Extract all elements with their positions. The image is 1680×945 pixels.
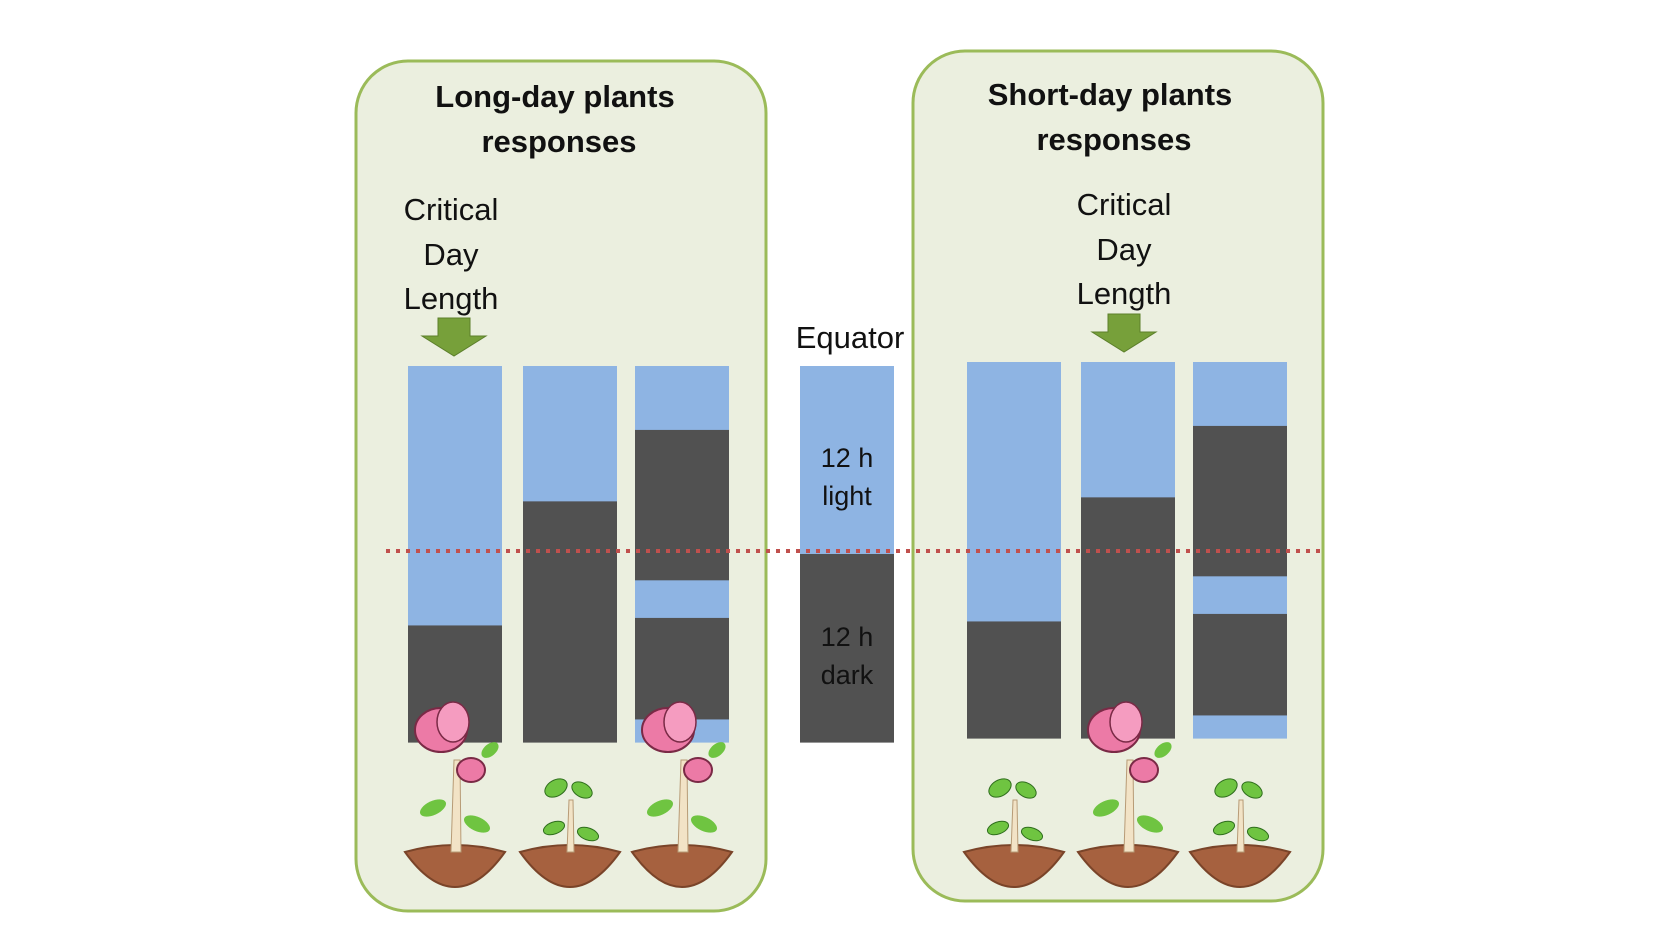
short-day-critical-line1: Critical [1077, 187, 1172, 222]
long-day-bar-3-segment-dark [635, 429, 729, 581]
short-day-bar-1-segment-dark [967, 621, 1061, 739]
stem [677, 759, 689, 853]
soil-mound [518, 844, 622, 888]
short-day-plants [962, 701, 1292, 888]
leaf-icon [419, 799, 447, 817]
flower-icon [456, 757, 486, 783]
short-day-critical-arrow [1090, 313, 1158, 353]
stem [1123, 759, 1135, 853]
short-day-plant-3-vegetative [1188, 778, 1292, 888]
long-day-bar-2-segment-light [523, 366, 617, 502]
leaf-icon [988, 778, 1012, 798]
long-day-critical-line3: Length [404, 281, 499, 316]
short-day-bar-3-segment-dark [1193, 613, 1287, 717]
long-day-bar-1-segment-light [408, 366, 502, 627]
long-day-plant-2-vegetative [518, 778, 622, 888]
soil-mound [630, 844, 734, 888]
short-day-plant-1-vegetative [962, 778, 1066, 888]
leaf-icon [463, 815, 491, 833]
short-day-title-line2: responses [1036, 122, 1191, 157]
leaf-icon [646, 799, 674, 817]
leaf-icon [1241, 781, 1263, 799]
short-day-plant-2-flowering [1076, 701, 1180, 888]
equator-light-line2: light [822, 481, 872, 511]
leaf-icon [544, 778, 568, 798]
leaf-icon [571, 781, 593, 799]
leaf-icon [1246, 826, 1270, 842]
equator-bar-segment-dark [800, 554, 894, 743]
equator-bar-segment-light [800, 366, 894, 555]
long-day-panel: Long-day plants responses Critical Day L… [354, 59, 768, 913]
long-day-plants [403, 701, 734, 888]
short-day-bar-2-segment-light [1081, 362, 1175, 498]
leaf-icon [481, 742, 499, 758]
short-day-critical-line3: Length [1077, 276, 1172, 311]
long-day-bar-2-segment-dark [523, 501, 617, 743]
petal [436, 701, 470, 743]
petal [663, 701, 697, 743]
short-day-bar-3-segment-light [1193, 362, 1287, 427]
long-day-critical-line2: Day [423, 237, 479, 272]
equator-bar [800, 366, 894, 743]
petal [1109, 701, 1143, 743]
equator-label: Equator [796, 320, 905, 355]
leaf-icon [986, 820, 1010, 836]
long-day-bar-3-segment-light [635, 366, 729, 431]
long-day-bars [408, 366, 729, 743]
short-day-bars [967, 362, 1287, 739]
equator-dark-line1: 12 h [821, 622, 874, 652]
short-day-bar-3-segment-dark [1193, 425, 1287, 577]
leaf-icon [542, 820, 566, 836]
flower-icon [683, 757, 713, 783]
short-day-bar-3-segment-light [1193, 576, 1287, 615]
short-day-critical-line2: Day [1096, 232, 1152, 267]
long-day-title-line2: responses [481, 124, 636, 159]
soil-mound [403, 844, 507, 888]
soil-mound [962, 844, 1066, 888]
long-day-bar-3-segment-light [635, 580, 729, 619]
leaf-icon [1136, 815, 1164, 833]
leaf-icon [690, 815, 718, 833]
equator-group: Equator 12 h light 12 h dark [796, 320, 905, 743]
leaf-icon [1020, 826, 1044, 842]
equator-light-line1: 12 h [821, 443, 874, 473]
long-day-critical-arrow [420, 317, 488, 357]
long-day-plant-3-flowering [630, 701, 734, 888]
stem [450, 759, 462, 853]
leaf-icon [1214, 778, 1238, 798]
stem [566, 799, 575, 853]
long-day-title-line1: Long-day plants [435, 79, 674, 114]
stem [1236, 799, 1245, 853]
short-day-title-line1: Short-day plants [988, 77, 1233, 112]
short-day-bar-2-segment-dark [1081, 497, 1175, 739]
short-day-bar-3-segment-light [1193, 715, 1287, 739]
short-day-panel: Short-day plants responses Critical Day … [911, 49, 1325, 903]
leaf-icon [708, 742, 726, 758]
stem [1010, 799, 1019, 853]
leaf-icon [1015, 781, 1037, 799]
leaf-icon [1092, 799, 1120, 817]
leaf-icon [1154, 742, 1172, 758]
flower-icon [1129, 757, 1159, 783]
leaf-icon [1212, 820, 1236, 836]
short-day-bar-1-segment-light [967, 362, 1061, 623]
soil-mound [1076, 844, 1180, 888]
equator-dark-line2: dark [821, 660, 874, 690]
leaf-icon [576, 826, 600, 842]
soil-mound [1188, 844, 1292, 888]
long-day-critical-line1: Critical [404, 192, 499, 227]
long-day-plant-1-flowering [403, 701, 507, 888]
